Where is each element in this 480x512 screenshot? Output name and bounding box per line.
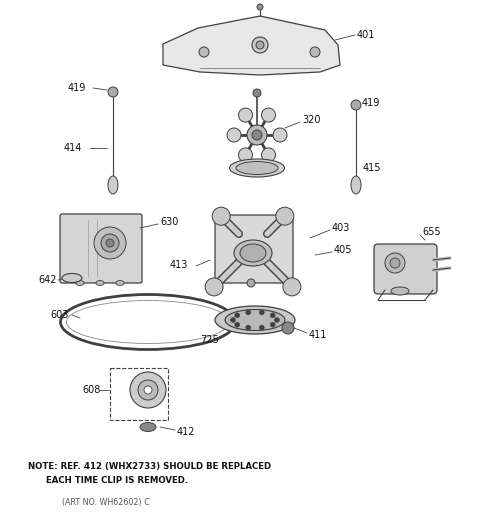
Circle shape <box>247 279 255 287</box>
Circle shape <box>246 325 251 330</box>
Circle shape <box>106 239 114 247</box>
Circle shape <box>257 4 263 10</box>
Circle shape <box>252 130 262 140</box>
Circle shape <box>273 128 287 142</box>
Text: 725: 725 <box>200 335 219 345</box>
Circle shape <box>253 89 261 97</box>
Text: EACH TIME CLIP IS REMOVED.: EACH TIME CLIP IS REMOVED. <box>28 476 188 485</box>
Circle shape <box>390 258 400 268</box>
Text: 630: 630 <box>160 217 179 227</box>
Text: 401: 401 <box>357 30 375 40</box>
Ellipse shape <box>225 309 285 331</box>
Circle shape <box>270 313 276 318</box>
Text: 403: 403 <box>332 223 350 233</box>
Text: 320: 320 <box>302 115 321 125</box>
Circle shape <box>212 207 230 225</box>
Circle shape <box>239 148 252 162</box>
Ellipse shape <box>236 161 278 175</box>
Text: 415: 415 <box>363 163 382 173</box>
Ellipse shape <box>96 281 104 286</box>
Circle shape <box>199 47 209 57</box>
Circle shape <box>246 310 251 315</box>
Text: 412: 412 <box>177 427 195 437</box>
Circle shape <box>235 313 240 318</box>
Text: 419: 419 <box>362 98 380 108</box>
Text: 413: 413 <box>170 260 188 270</box>
Text: 655: 655 <box>422 227 441 237</box>
Text: 411: 411 <box>309 330 327 340</box>
Text: (ART NO. WH62602) C: (ART NO. WH62602) C <box>62 498 150 507</box>
Ellipse shape <box>240 244 266 262</box>
Ellipse shape <box>116 281 124 286</box>
Circle shape <box>351 100 361 110</box>
Circle shape <box>94 227 126 259</box>
Text: 414: 414 <box>64 143 83 153</box>
FancyBboxPatch shape <box>215 215 293 283</box>
Circle shape <box>252 37 268 53</box>
Text: 608: 608 <box>82 385 100 395</box>
Circle shape <box>270 322 276 327</box>
Text: NOTE: REF. 412 (WHX2733) SHOULD BE REPLACED: NOTE: REF. 412 (WHX2733) SHOULD BE REPLA… <box>28 462 271 471</box>
Circle shape <box>239 108 252 122</box>
Circle shape <box>138 380 158 400</box>
Circle shape <box>108 87 118 97</box>
Ellipse shape <box>76 281 84 286</box>
Ellipse shape <box>234 240 272 266</box>
Circle shape <box>262 108 276 122</box>
Text: 405: 405 <box>334 245 352 255</box>
FancyBboxPatch shape <box>60 214 142 283</box>
Polygon shape <box>163 16 340 75</box>
Ellipse shape <box>62 273 82 283</box>
Ellipse shape <box>351 176 361 194</box>
Circle shape <box>130 372 166 408</box>
Ellipse shape <box>140 422 156 432</box>
Circle shape <box>259 325 264 330</box>
Circle shape <box>235 322 240 327</box>
Circle shape <box>385 253 405 273</box>
Ellipse shape <box>391 287 409 295</box>
Circle shape <box>144 386 152 394</box>
Circle shape <box>230 317 236 323</box>
FancyBboxPatch shape <box>374 244 437 294</box>
Circle shape <box>247 125 267 145</box>
Circle shape <box>310 47 320 57</box>
Circle shape <box>282 322 294 334</box>
Ellipse shape <box>215 306 295 334</box>
Circle shape <box>262 148 276 162</box>
Circle shape <box>101 234 119 252</box>
Text: 603: 603 <box>50 310 68 320</box>
Circle shape <box>256 41 264 49</box>
Text: 642: 642 <box>38 275 57 285</box>
Circle shape <box>276 207 294 225</box>
Circle shape <box>283 278 301 296</box>
Ellipse shape <box>229 159 285 177</box>
Circle shape <box>227 128 241 142</box>
Bar <box>110 368 168 420</box>
Text: 419: 419 <box>68 83 86 93</box>
Circle shape <box>205 278 223 296</box>
Ellipse shape <box>108 176 118 194</box>
Circle shape <box>275 317 279 323</box>
Circle shape <box>259 310 264 315</box>
